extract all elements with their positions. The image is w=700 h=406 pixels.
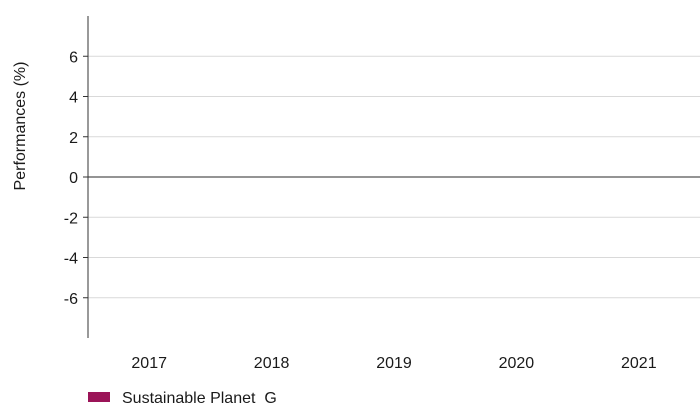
y-tick-label: -6 [64, 291, 78, 308]
x-category-label: 2021 [621, 355, 657, 372]
x-category-label: 2019 [376, 355, 412, 372]
y-tick-label: 0 [69, 170, 78, 187]
legend: Sustainable Planet G [88, 390, 277, 406]
x-category-label: 2018 [254, 355, 290, 372]
y-tick-labels: 6 4 2 0 -2 -4 -6 [64, 49, 88, 308]
y-axis-title: Performances (%) [12, 62, 29, 191]
y-tick-label: 4 [69, 90, 78, 107]
x-category-labels: 2017 2018 2019 2020 2021 [131, 355, 656, 372]
y-tick-label: -4 [64, 251, 78, 268]
x-category-label: 2020 [499, 355, 535, 372]
legend-swatch [88, 392, 110, 402]
y-tick-label: -2 [64, 210, 78, 227]
legend-label: Sustainable Planet G [122, 390, 277, 406]
x-category-label: 2017 [131, 355, 167, 372]
y-tick-label: 2 [69, 130, 78, 147]
y-tick-label: 6 [69, 49, 78, 66]
gridlines [88, 55, 700, 299]
